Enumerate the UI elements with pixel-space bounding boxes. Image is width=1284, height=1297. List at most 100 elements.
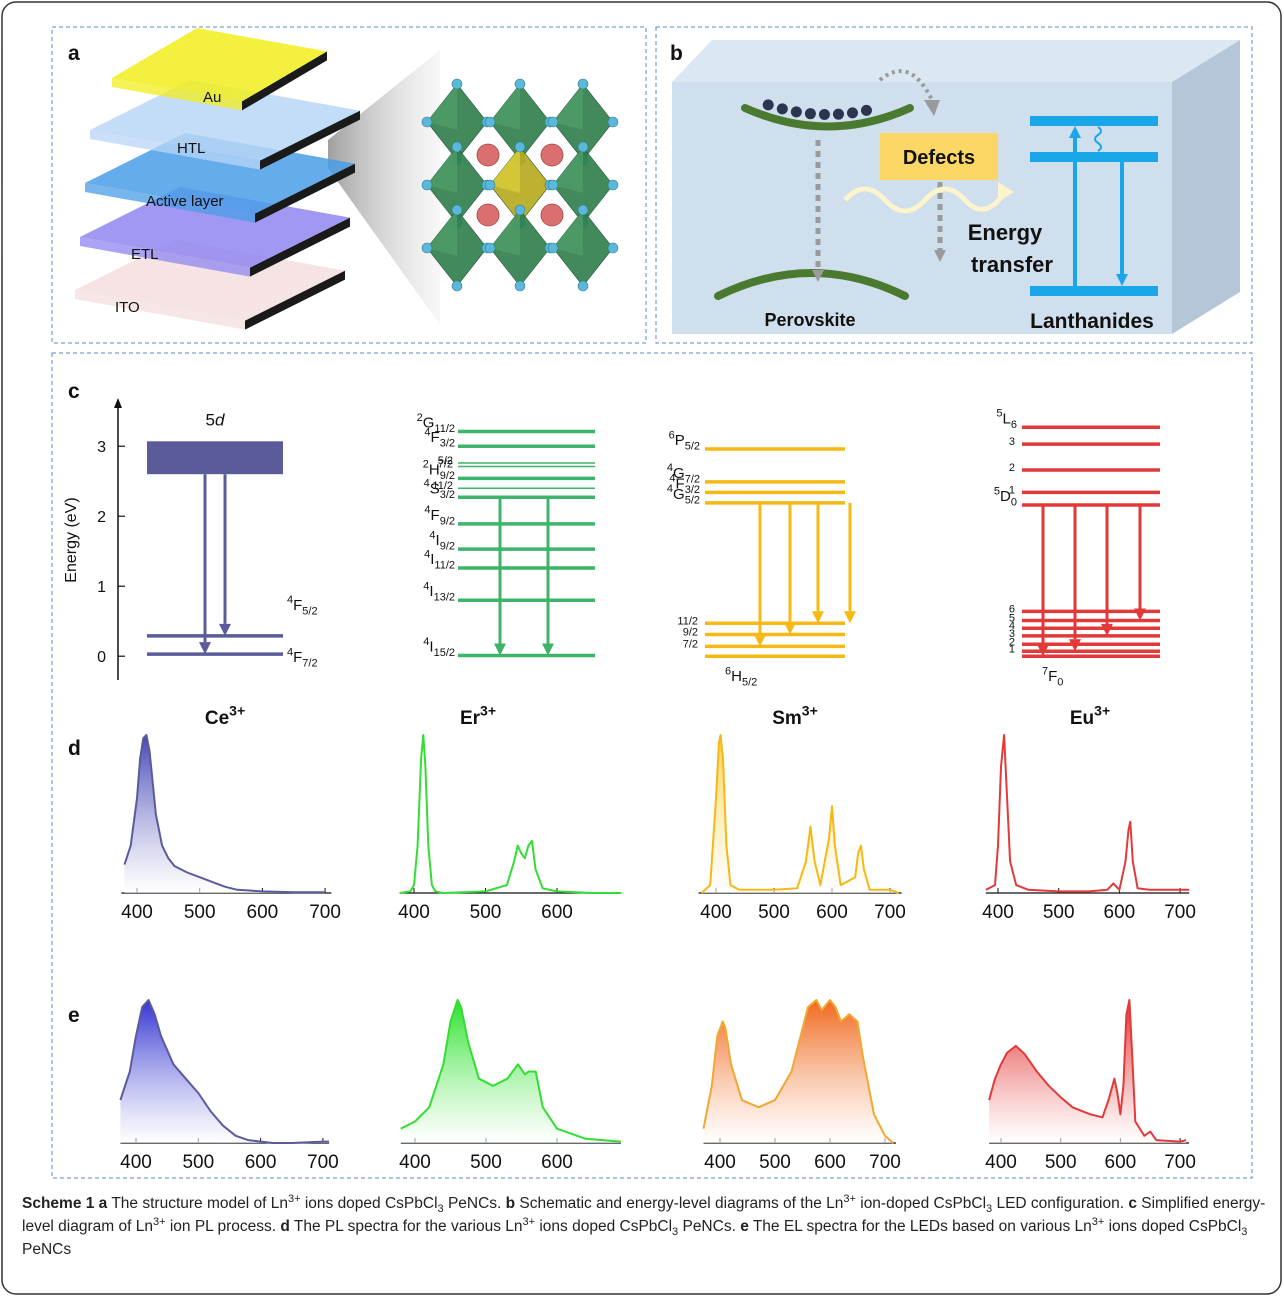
panel-label: c	[68, 380, 80, 403]
caption-run: 3+	[1092, 1216, 1105, 1228]
caption: Scheme 1 a The structure model of Ln3+ i…	[22, 1192, 1272, 1261]
spectrum-fill	[702, 735, 899, 893]
anion-ball	[422, 243, 432, 253]
anion-ball	[608, 243, 618, 253]
caption-run: Schematic and energy-level diagrams of t…	[515, 1195, 843, 1212]
x-tick-label: 700	[1164, 902, 1196, 923]
caption-run: e	[740, 1218, 749, 1235]
y-tick-label: 3	[97, 439, 106, 456]
x-tick-label: 600	[541, 1152, 573, 1173]
carrier-dot	[777, 103, 788, 114]
transition-arrow-head	[494, 644, 506, 656]
level-label: 2	[1009, 462, 1015, 474]
text-run: 9/2	[440, 541, 455, 553]
level-label: 7F0	[1042, 665, 1063, 688]
cation-sphere	[477, 204, 499, 226]
text-run: F	[293, 649, 302, 666]
x-tick-label: 700	[309, 902, 341, 923]
ln-level	[1030, 152, 1158, 162]
text-run: 5/2	[302, 605, 317, 617]
text-run: 3	[1009, 436, 1015, 448]
caption-run: The EL spectra for the LEDs based on var…	[749, 1218, 1092, 1235]
ion-name: Sm3+	[772, 702, 818, 729]
level-label: 1	[1009, 643, 1015, 655]
perovskite-label: Perovskite	[764, 310, 855, 330]
x-tick-label: 400	[398, 902, 430, 923]
box-side	[1172, 40, 1240, 334]
text-run: 6	[1011, 419, 1017, 431]
panel-label: e	[68, 1004, 80, 1027]
anion-ball	[485, 243, 495, 253]
x-tick-label: 400	[700, 902, 732, 923]
caption-run: The PL spectra for the various Ln	[290, 1218, 523, 1235]
panel-cde-box	[52, 353, 1252, 1178]
y-axis-label: Energy (eV)	[63, 497, 80, 582]
text-run: D	[1000, 488, 1011, 505]
anion-ball	[452, 205, 462, 215]
x-tick-label: 600	[245, 1152, 277, 1173]
cation-sphere	[477, 144, 499, 166]
cation-sphere	[541, 204, 563, 226]
level-label: 3	[1009, 436, 1015, 448]
x-tick-label: 600	[247, 902, 279, 923]
carrier-dot	[791, 106, 802, 117]
text-run: 15/2	[434, 647, 455, 659]
carrier-dot	[861, 105, 872, 116]
caption-run: LED configuration.	[992, 1195, 1128, 1212]
text-run: d	[215, 410, 225, 429]
text-run: 3+	[480, 702, 496, 718]
text-run: F	[431, 429, 440, 446]
anion-ball	[578, 142, 588, 152]
ln-level	[1030, 286, 1158, 296]
spectrum-fill	[401, 1000, 621, 1143]
band-label: 5d	[206, 410, 225, 429]
anion-ball	[548, 117, 558, 127]
text-run: P	[675, 432, 685, 449]
x-tick-label: 500	[184, 902, 216, 923]
ion-name: Eu3+	[1070, 702, 1110, 729]
ln-level	[1030, 116, 1158, 126]
x-tick-label: 400	[399, 1152, 431, 1173]
y-tick-label: 0	[97, 649, 106, 666]
carrier-dot	[847, 107, 858, 118]
level-label: 4F9/2	[424, 504, 455, 527]
transfer-label: Energy	[968, 220, 1043, 245]
anion-ball	[452, 79, 462, 89]
caption-run: PeNCs	[22, 1241, 71, 1258]
x-tick-label: 500	[1043, 902, 1075, 923]
level-label: 4F5/2	[287, 594, 318, 617]
anion-ball	[485, 180, 495, 190]
figure: abcdeITOETLActive layerHTLAuDefectsEnerg…	[0, 0, 1284, 1297]
text-run: 0	[1057, 677, 1063, 689]
caption-run: ions doped CsPbCl	[301, 1195, 438, 1212]
caption-run: Scheme 1 a	[22, 1195, 107, 1212]
ion-name: Ce3+	[205, 702, 245, 729]
text-run: 7/2	[683, 638, 698, 650]
text-run: 11/2	[677, 615, 698, 627]
text-run: 3+	[229, 702, 245, 718]
text-run: H	[731, 668, 742, 685]
spectrum-line	[702, 735, 899, 893]
anion-ball	[452, 281, 462, 291]
carrier-dot	[763, 99, 774, 110]
anion-ball	[515, 205, 525, 215]
x-tick-label: 400	[982, 902, 1014, 923]
text-run: 1	[1009, 643, 1015, 655]
panel-label: a	[68, 42, 80, 65]
text-run: Ce	[205, 708, 229, 729]
anion-ball	[452, 142, 462, 152]
text-run: 3/2	[440, 438, 455, 450]
level-label: 6P5/2	[669, 429, 700, 452]
x-tick-label: 600	[816, 902, 848, 923]
text-run: G	[673, 486, 685, 503]
text-run: 3+	[802, 702, 818, 718]
caption-run: c	[1128, 1195, 1137, 1212]
anion-ball	[608, 180, 618, 190]
level-label: 4I13/2	[423, 580, 455, 603]
x-tick-label: 700	[307, 1152, 339, 1173]
x-tick-label: 600	[541, 902, 573, 923]
caption-run: ion-doped CsPbCl	[856, 1195, 986, 1212]
x-tick-label: 600	[1105, 1152, 1137, 1173]
text-run: 13/2	[434, 592, 455, 604]
text-run: 2	[1009, 462, 1015, 474]
